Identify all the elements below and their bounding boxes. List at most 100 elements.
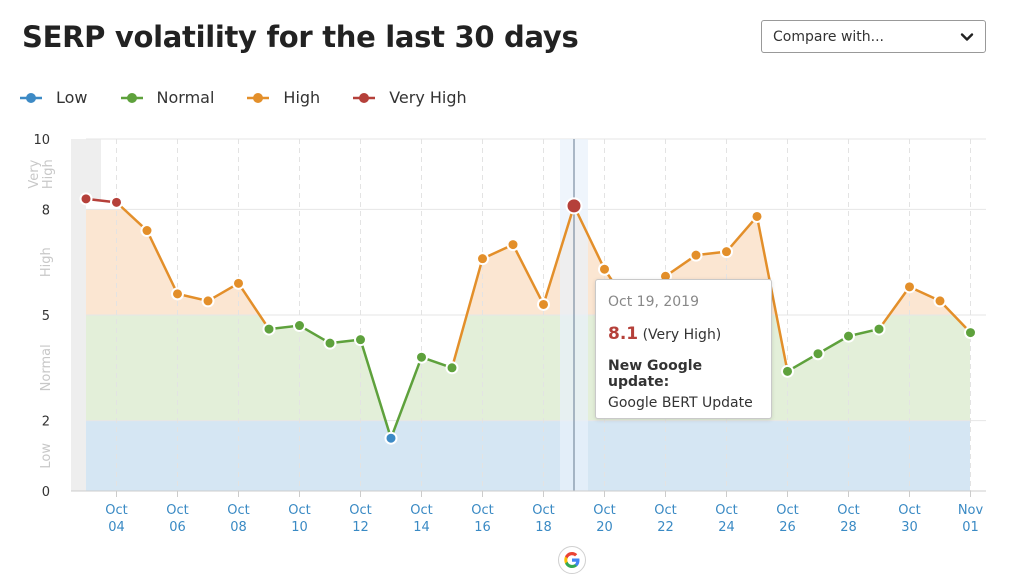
data-point[interactable]	[110, 195, 123, 209]
data-point[interactable]	[354, 333, 367, 347]
x-tick-label-day: 12	[352, 520, 369, 535]
series-segment	[755, 215, 789, 373]
series-segment	[359, 338, 393, 440]
data-point[interactable]	[201, 294, 215, 308]
data-point[interactable]	[262, 322, 276, 336]
legend-label-low: Low	[56, 88, 88, 107]
x-tick-label-day: 14	[413, 520, 430, 535]
tooltip-date: Oct 19, 2019	[608, 294, 699, 310]
y-tick-label: 8	[42, 203, 50, 218]
x-tick-label-day: 20	[596, 520, 613, 535]
y-tick-label: 0	[42, 485, 50, 500]
x-tick-label-month: Oct	[532, 503, 554, 518]
x-tick-label-day: 10	[291, 520, 308, 535]
data-point[interactable]	[565, 197, 583, 215]
x-tick-label-month: Oct	[349, 503, 371, 518]
data-point[interactable]	[171, 287, 184, 301]
band-label-line: High	[39, 247, 54, 277]
data-point[interactable]	[476, 252, 489, 266]
x-tick-label-month: Oct	[898, 503, 920, 518]
series-segment	[145, 229, 179, 296]
data-point[interactable]	[781, 364, 794, 378]
x-tick-label-day: 30	[901, 520, 918, 535]
x-tick-label-day: 16	[474, 520, 491, 535]
tooltip-update-title: New Google update:	[608, 358, 703, 390]
legend-label-very-high: Very High	[389, 88, 467, 107]
series-segment	[389, 355, 423, 440]
data-point[interactable]	[872, 322, 886, 336]
legend-item-high[interactable]: High	[247, 88, 320, 107]
data-point[interactable]	[598, 262, 611, 276]
series-segment	[450, 257, 484, 370]
x-tick-label-day: 26	[779, 520, 796, 535]
page-title: SERP volatility for the last 30 days	[22, 20, 579, 54]
data-point[interactable]	[232, 276, 245, 290]
chart-tooltip: Oct 19, 2019 8.1 (Very High) New Google …	[595, 279, 772, 419]
band-label-line: High	[41, 159, 56, 189]
data-point[interactable]	[842, 329, 855, 343]
data-point[interactable]	[506, 238, 520, 252]
data-point[interactable]	[750, 209, 764, 223]
x-tick-label-month: Oct	[471, 503, 493, 518]
x-tick-label-day: 24	[718, 520, 735, 535]
x-tick-label-month: Oct	[776, 503, 798, 518]
series-segment	[542, 204, 576, 306]
data-point[interactable]	[293, 319, 306, 333]
band-label-very-high: Very High	[27, 159, 56, 189]
data-point[interactable]	[964, 326, 977, 340]
series-segment	[938, 299, 972, 334]
band-low	[86, 420, 970, 491]
band-label-normal: Normal	[39, 344, 54, 391]
tooltip-value: 8.1	[608, 324, 639, 344]
tooltip-value-row: 8.1 (Very High)	[608, 324, 759, 344]
y-tick-label: 2	[42, 415, 50, 430]
series-segment	[511, 243, 545, 306]
legend-label-high: High	[283, 88, 321, 107]
x-tick-label-day: 06	[169, 520, 186, 535]
compare-label: Compare with...	[773, 28, 885, 45]
tooltip-level: (Very High)	[642, 327, 722, 343]
legend-marker-low	[20, 92, 42, 103]
data-point[interactable]	[384, 431, 398, 445]
data-point[interactable]	[79, 192, 93, 206]
x-tick-label-month: Oct	[227, 503, 249, 518]
legend-item-low[interactable]: Low	[20, 88, 88, 107]
x-tick-label-month: Oct	[654, 503, 676, 518]
band-label-line: Normal	[39, 344, 54, 391]
data-point[interactable]	[811, 347, 825, 361]
legend-marker-normal	[120, 92, 143, 103]
compare-dropdown[interactable]: Compare with...	[761, 20, 986, 53]
band-very-high	[86, 198, 970, 210]
y-tick-label: 10	[33, 133, 50, 148]
x-tick-label-month: Oct	[166, 503, 188, 518]
x-tick-label-day: 08	[230, 520, 247, 535]
band-label-high: High	[39, 247, 54, 277]
series-segment	[237, 282, 271, 331]
data-point[interactable]	[445, 361, 459, 375]
data-point[interactable]	[933, 294, 947, 308]
x-tick-label-month: Oct	[288, 503, 310, 518]
data-point[interactable]	[140, 224, 154, 238]
x-tick-label-day: 04	[108, 520, 125, 535]
data-point[interactable]	[689, 248, 703, 262]
x-tick-label-day: 01	[962, 520, 979, 535]
x-tick-label-day: 18	[535, 520, 552, 535]
y-tick-label: 5	[42, 309, 50, 324]
data-point[interactable]	[415, 350, 428, 364]
chevron-down-icon	[960, 32, 974, 41]
legend-item-very-high[interactable]: Very High	[353, 88, 467, 107]
data-point[interactable]	[323, 336, 337, 350]
google-update-badge[interactable]	[558, 546, 586, 574]
data-point[interactable]	[720, 245, 733, 259]
series-segment	[725, 215, 759, 253]
x-tick-label-month: Nov	[958, 503, 984, 518]
band-label-line: Low	[39, 443, 54, 469]
x-tick-label-month: Oct	[410, 503, 432, 518]
data-point[interactable]	[903, 280, 916, 294]
band-normal	[86, 315, 970, 421]
legend-item-normal[interactable]: Normal	[120, 88, 214, 107]
x-tick-label-month: Oct	[837, 503, 859, 518]
chart-legend: Low Normal High Very High	[20, 88, 500, 107]
data-point[interactable]	[537, 297, 550, 311]
